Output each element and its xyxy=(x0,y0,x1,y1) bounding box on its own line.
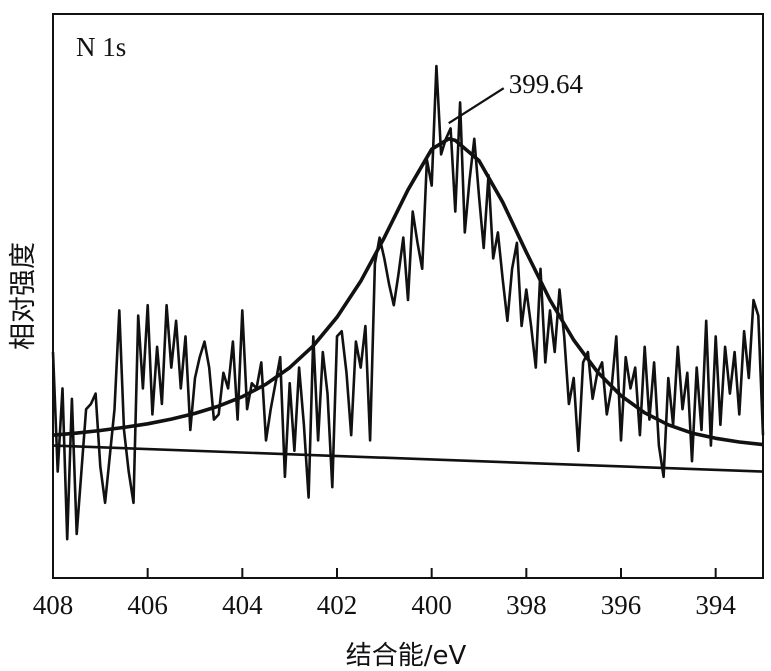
x-tick-label: 394 xyxy=(695,590,736,620)
series-lines xyxy=(51,64,765,541)
peak-annotation: 399.64 xyxy=(509,69,584,99)
series-raw xyxy=(51,64,765,541)
series-fit xyxy=(52,137,764,447)
x-tick-label: 404 xyxy=(222,590,263,620)
peak-annotation-leader xyxy=(448,87,505,125)
x-axis-tick-labels: 408 406 404 402 400 398 396 394 xyxy=(33,590,737,620)
plot-frame xyxy=(52,13,764,579)
x-tick-label: 396 xyxy=(601,590,642,620)
x-tick-label: 400 xyxy=(411,590,452,620)
x-tick-label: 408 xyxy=(33,590,74,620)
panel-label: N 1s xyxy=(76,32,126,62)
y-axis-label: 相对强度 xyxy=(8,242,39,350)
x-axis-ticks xyxy=(52,568,717,578)
x-tick-label: 406 xyxy=(127,590,168,620)
x-tick-label: 402 xyxy=(317,590,358,620)
x-axis-label: 结合能/eV xyxy=(346,641,467,671)
series-background xyxy=(52,444,764,473)
x-tick-label: 398 xyxy=(506,590,547,620)
